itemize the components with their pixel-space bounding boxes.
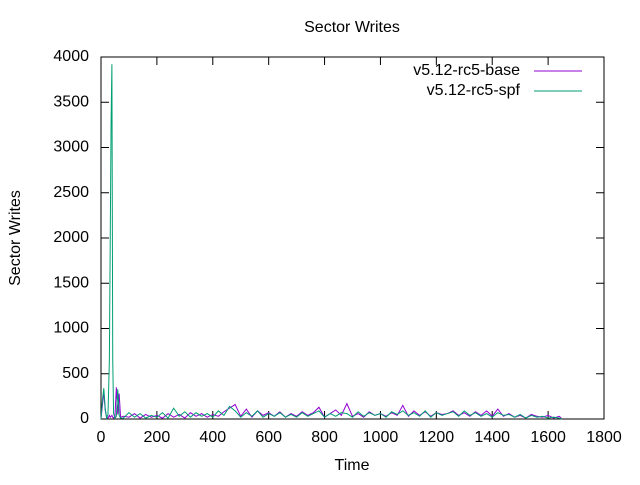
y-tick-label: 2500 (53, 184, 89, 201)
y-tick-label: 500 (62, 365, 89, 382)
y-tick-label: 3500 (53, 93, 89, 110)
x-tick-label: 1000 (363, 429, 399, 446)
x-tick-label: 200 (144, 429, 171, 446)
x-tick-label: 1400 (474, 429, 510, 446)
x-axis-label: Time (335, 457, 370, 474)
x-tick-label: 1600 (530, 429, 566, 446)
x-tick-label: 0 (97, 429, 106, 446)
y-tick-label: 0 (80, 410, 89, 427)
x-tick-label: 400 (199, 429, 226, 446)
x-tick-label: 1800 (586, 429, 622, 446)
series-line (100, 64, 563, 421)
y-tick-label: 1500 (53, 274, 89, 291)
x-tick-label: 800 (311, 429, 338, 446)
x-tick-label: 600 (255, 429, 282, 446)
y-tick-label: 4000 (53, 48, 89, 65)
chart-title: Sector Writes (304, 19, 400, 36)
legend-label: v5.12-rc5-base (413, 62, 520, 79)
legend-label: v5.12-rc5-spf (427, 82, 521, 99)
y-tick-label: 2000 (53, 229, 89, 246)
y-tick-label: 3000 (53, 139, 89, 156)
x-tick-label: 1200 (419, 429, 455, 446)
y-tick-label: 1000 (53, 320, 89, 337)
y-axis-label: Sector Writes (7, 190, 24, 286)
